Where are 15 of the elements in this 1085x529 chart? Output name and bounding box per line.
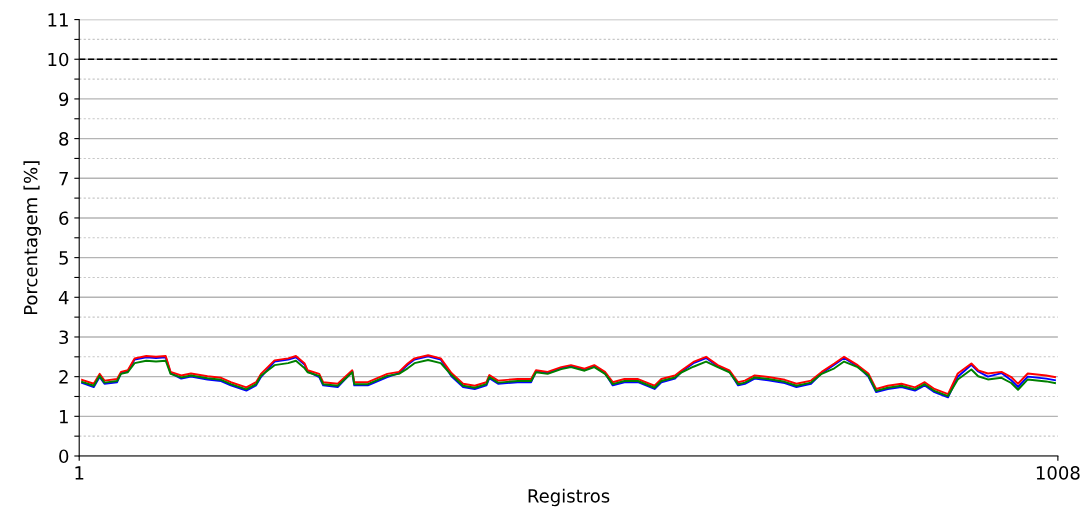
y-tick-label: 4 (58, 290, 69, 305)
x-tick-label: 1008 (1036, 466, 1080, 480)
x-axis-title: Registros (528, 488, 610, 507)
y-tick-label: 9 (59, 92, 69, 107)
y-tick-label: 1 (59, 410, 68, 424)
y-tick-label: 2 (59, 370, 68, 384)
y-tick-label: 3 (59, 330, 69, 345)
y-tick-label: 6 (59, 211, 69, 226)
y-axis-title: Porcentagem [%] (23, 161, 41, 315)
y-tick-label: 5 (59, 251, 68, 265)
y-tick-label: 11 (48, 13, 68, 27)
y-tick-label: 0 (59, 449, 69, 464)
y-tick-label: 8 (59, 132, 69, 146)
y-tick-label: 7 (59, 171, 68, 186)
y-tick-label: 10 (48, 52, 69, 67)
